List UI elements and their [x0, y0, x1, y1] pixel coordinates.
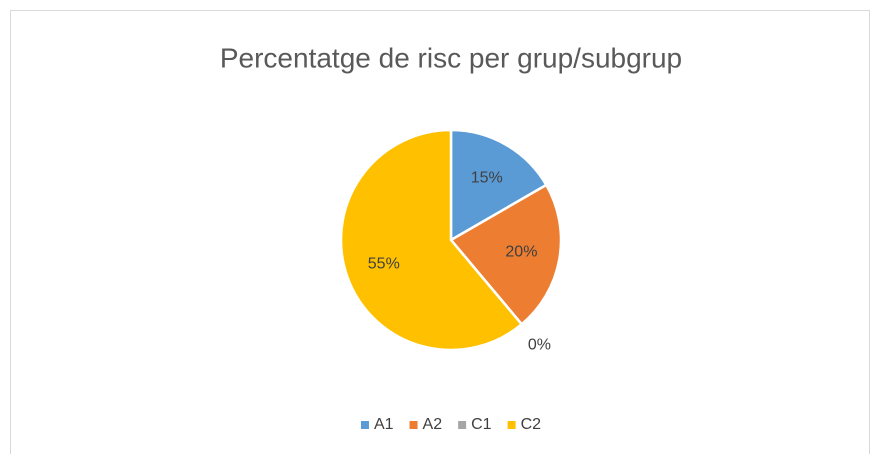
data-label: 15% [471, 169, 503, 186]
legend-swatch [458, 421, 467, 429]
legend-swatch [507, 421, 516, 429]
legend-swatch [409, 421, 418, 429]
data-label: 20% [505, 244, 537, 261]
legend-label: C1 [471, 416, 492, 433]
legend-label: A2 [423, 416, 443, 433]
pie-slice [449, 183, 563, 327]
legend-swatch [360, 421, 369, 429]
chart-title: Percentatge de risc per grup/subgrup [220, 42, 682, 73]
pie-slice [449, 128, 548, 243]
legend-label: A1 [374, 416, 394, 433]
legend-label: C2 [521, 416, 542, 433]
pie-slice [339, 128, 524, 352]
data-label: 0% [528, 337, 551, 354]
data-label: 55% [368, 256, 400, 273]
